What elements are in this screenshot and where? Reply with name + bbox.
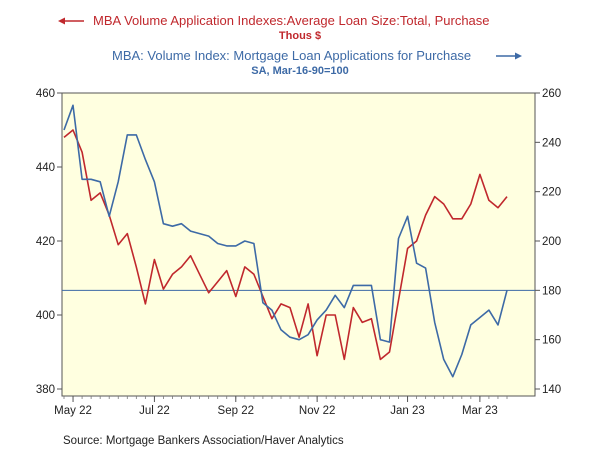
left-axis-tick-label: 440 [36, 162, 55, 174]
right-axis-tick-label: 200 [542, 236, 561, 248]
x-axis-tick-label: Jul 22 [139, 405, 170, 417]
right-axis-tick-label: 240 [542, 137, 561, 149]
left-series-unit: Thous $ [279, 30, 321, 42]
x-axis-tick-label: Sep 22 [218, 405, 254, 417]
legend-right: MBA: Volume Index: Mortgage Loan Applica… [112, 48, 522, 77]
right-axis-tick-label: 180 [542, 285, 561, 297]
left-axis-tick-label: 380 [36, 384, 55, 396]
legend-right-arrow-icon [515, 52, 522, 60]
x-axis-tick-label: Nov 22 [299, 405, 335, 417]
left-series-title: MBA Volume Application Indexes:Average L… [93, 13, 490, 28]
legend-left: MBA Volume Application Indexes:Average L… [58, 13, 490, 42]
series-line-purchase-index [63, 104, 508, 378]
axes: 380 400 420 440 460 140 160 180 200 220 240 260 May … [36, 88, 561, 417]
right-series-unit: SA, Mar-16-90=100 [251, 65, 349, 77]
x-axis-tick-label: Mar 23 [462, 405, 498, 417]
right-axis-tick-label: 220 [542, 187, 561, 199]
x-axis-tick-label: Jan 23 [390, 405, 425, 417]
right-axis-tick-label: 140 [542, 384, 561, 396]
right-axis-tick-label: 160 [542, 335, 561, 347]
left-axis-tick-label: 400 [36, 310, 55, 322]
right-series-title: MBA: Volume Index: Mortgage Loan Applica… [112, 48, 471, 63]
left-axis-tick-label: 460 [36, 88, 55, 100]
right-axis-tick-label: 260 [542, 88, 561, 100]
x-axis-tick-label: May 22 [54, 405, 92, 417]
legend-left-arrow-icon [58, 17, 65, 25]
plot-area [61, 92, 536, 397]
source-note: Source: Mortgage Bankers Association/Hav… [63, 435, 344, 447]
series-line-avg-loan-size [63, 129, 508, 361]
series-group [63, 104, 508, 378]
left-axis-tick-label: 420 [36, 236, 55, 248]
